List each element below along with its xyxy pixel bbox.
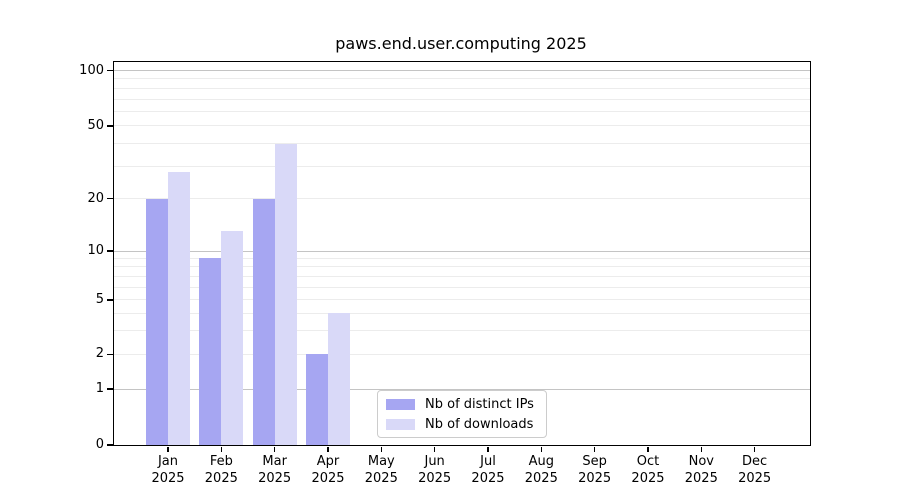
- legend: Nb of distinct IPs Nb of downloads: [377, 390, 547, 438]
- bar-downloads-apr: [327, 313, 350, 445]
- bar-ips-apr: [305, 354, 328, 445]
- x-axis-tick-label: Dec 2025: [738, 454, 772, 486]
- x-axis-tick-label: Sep 2025: [578, 454, 612, 486]
- gridline-3: [114, 329, 810, 331]
- x-axis-tick: [700, 446, 702, 452]
- gridline-4: [114, 312, 810, 314]
- gridline-80: [114, 87, 810, 89]
- gridline-70: [114, 98, 810, 100]
- y-axis-tick-label: 1: [95, 381, 104, 396]
- x-axis-tick: [167, 446, 169, 452]
- y-axis-tick: [107, 444, 113, 446]
- y-axis-tick: [107, 197, 113, 200]
- y-axis-tick: [107, 125, 113, 127]
- gridline-20: [114, 198, 810, 199]
- gridline-8: [114, 266, 810, 268]
- gridline-100: [114, 70, 810, 71]
- y-axis-tick: [107, 299, 113, 301]
- x-axis-tick-label: Apr 2025: [311, 454, 345, 486]
- bar-ips-feb: [199, 258, 222, 445]
- x-axis-tick: [487, 446, 489, 452]
- y-axis-tick: [107, 69, 113, 72]
- plot-area: 0 1 2 5 10 20 50 100 Jan 2025 Feb 2025 Mar 2025 Apr…: [79, 61, 811, 486]
- legend-swatch-downloads: [386, 418, 415, 430]
- x-axis-tick-label: Jul 2025: [471, 454, 505, 486]
- legend-item-distinct-ips: Nb of distinct IPs: [386, 396, 538, 413]
- bar-ips-jan: [146, 198, 168, 445]
- legend-item-downloads: Nb of downloads: [386, 416, 538, 433]
- y-axis-tick-label: 50: [87, 117, 104, 133]
- legend-swatch-distinct-ips: [386, 398, 415, 410]
- x-axis-tick: [380, 446, 382, 452]
- bar-downloads-feb: [221, 231, 244, 445]
- y-axis-tick-label: 10: [87, 243, 104, 258]
- gridline-9: [114, 257, 810, 259]
- chart-title: paws.end.user.computing 2025: [335, 34, 587, 53]
- y-axis-tick-label: 5: [95, 291, 104, 307]
- x-axis-tick-label: Aug 2025: [524, 454, 558, 486]
- x-axis-tick-label: May 2025: [364, 454, 398, 486]
- x-axis-tick: [220, 446, 223, 452]
- legend-label-downloads: Nb of downloads: [425, 416, 534, 432]
- gridline-30: [114, 165, 810, 167]
- bar-downloads-jan: [168, 171, 190, 445]
- x-axis-tick: [647, 446, 649, 452]
- x-axis-tick-label: Nov 2025: [684, 454, 718, 486]
- y-axis-tick: [107, 353, 113, 356]
- x-axis-tick-label: Mar 2025: [258, 454, 292, 486]
- gridline-90: [114, 78, 810, 80]
- x-axis-tick: [593, 446, 596, 452]
- gridline-6: [114, 286, 810, 288]
- gridline-50: [114, 125, 810, 127]
- legend-label-distinct-ips: Nb of distinct IPs: [425, 396, 534, 412]
- gridline-10: [114, 250, 810, 252]
- y-axis-tick-label: 0: [95, 437, 104, 452]
- bar-ips-mar: [252, 198, 275, 445]
- y-axis-tick: [107, 250, 113, 252]
- x-axis-tick: [273, 446, 276, 452]
- y-axis-tick: [107, 388, 113, 390]
- y-axis-tick-label: 100: [79, 62, 104, 78]
- x-axis-tick-label: Feb 2025: [204, 454, 238, 486]
- x-axis-tick: [433, 446, 436, 452]
- x-axis-tick: [327, 446, 329, 452]
- x-axis-tick: [540, 446, 542, 452]
- x-axis-tick: [753, 446, 756, 452]
- y-axis-tick-label: 2: [95, 346, 104, 362]
- bar-downloads-mar: [274, 143, 297, 445]
- gridline-7: [114, 275, 810, 277]
- gridline-40: [114, 143, 810, 145]
- x-axis-tick-label: Jun 2025: [418, 454, 452, 486]
- gridline-2: [114, 353, 810, 355]
- x-axis-tick-label: Oct 2025: [631, 454, 665, 486]
- gridline-60: [114, 110, 810, 112]
- x-axis-tick-label: Jan 2025: [151, 454, 185, 486]
- gridline-1: [114, 388, 810, 390]
- gridline-5: [114, 299, 810, 301]
- y-axis-tick-label: 20: [87, 190, 104, 206]
